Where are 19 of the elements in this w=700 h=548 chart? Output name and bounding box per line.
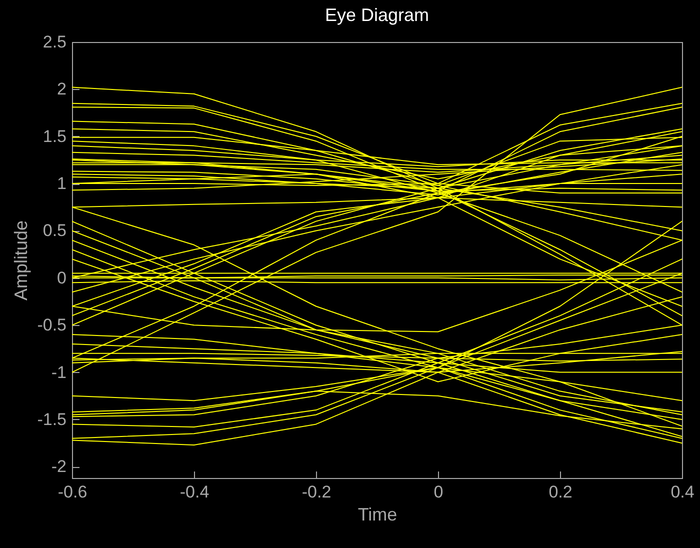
y-tick-label: -0.5 [37,316,66,335]
y-tick-label: 0 [57,268,66,288]
y-axis-title: Amplitude [11,220,32,301]
y-tick-label: 2 [57,80,66,99]
y-tick-label: 1.5 [42,126,66,146]
x-tick-label: 0 [434,482,444,502]
y-tick-label: 0.5 [42,221,66,240]
x-axis-title: Time [358,504,398,524]
y-tick-label: -1 [51,362,66,382]
x-tick-label: -0.2 [302,482,332,502]
x-tick-label: 0.4 [670,482,694,502]
chart-title: Eye Diagram [324,5,430,25]
y-tick-label: -1.5 [37,410,66,429]
y-tick-label: 1 [57,174,66,194]
y-tick-label: 2.5 [42,32,66,52]
x-tick-label: -0.6 [58,482,88,502]
y-tick-label: -2 [51,457,66,476]
x-tick-label: -0.4 [180,482,210,502]
x-tick-label: 0.2 [548,482,572,502]
